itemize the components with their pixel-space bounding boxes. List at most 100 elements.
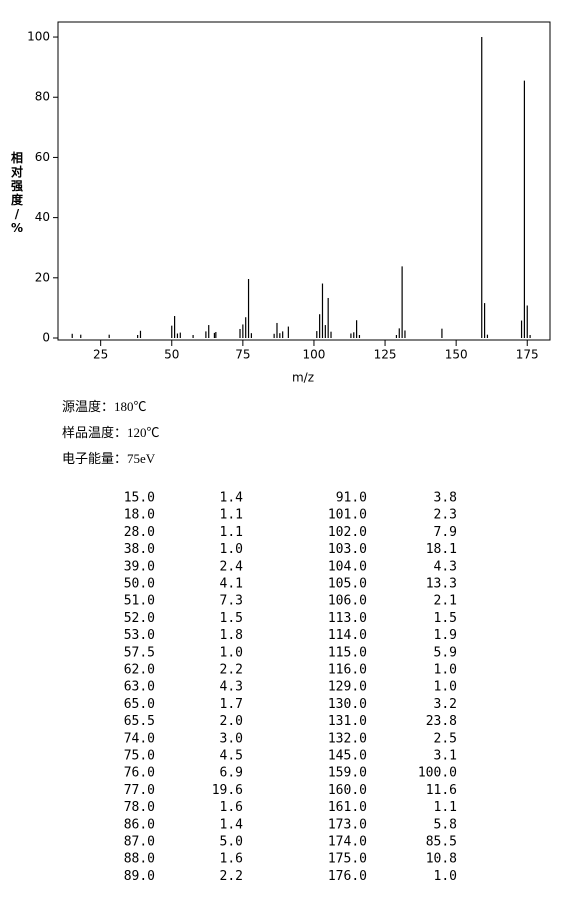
table-cell: 38.0 [124,542,155,557]
y-tick-label: 40 [35,210,50,224]
y-tick-label: 80 [35,90,50,104]
table-cell: 5.0 [220,835,243,850]
table-cell: 102.0 [328,525,367,540]
table-cell: 5.8 [434,817,457,832]
table-cell: 1.6 [220,800,243,815]
table-cell: 86.0 [124,817,155,832]
x-tick-label: 75 [235,348,250,362]
table-cell: 7.3 [220,594,243,609]
table-cell: 4.3 [220,680,243,695]
table-cell: 1.0 [220,542,243,557]
y-axis-label-char: / [15,207,20,221]
y-axis-label-char: 度 [11,192,24,207]
plot-frame [57,21,551,341]
y-axis-label-char: 相 [11,150,23,165]
table-cell: 1.0 [434,663,457,678]
table-cell: 4.5 [220,749,243,764]
table-cell: 18.1 [426,542,457,557]
table-cell: 88.0 [124,852,155,867]
table-cell: 1.1 [220,525,243,540]
table-cell: 113.0 [328,611,367,626]
table-cell: 5.9 [434,645,457,660]
table-cell: 13.3 [426,577,457,592]
table-cell: 53.0 [124,628,155,643]
table-cell: 132.0 [328,731,367,746]
table-cell: 91.0 [336,491,367,506]
table-cell: 160.0 [328,783,367,798]
table-cell: 2.5 [434,731,457,746]
table-cell: 174.0 [328,835,367,850]
table-cell: 1.0 [434,680,457,695]
table-cell: 50.0 [124,577,155,592]
table-cell: 78.0 [124,800,155,815]
table-cell: 175.0 [328,852,367,867]
x-axis-label: m/z [292,371,314,385]
table-cell: 131.0 [328,714,367,729]
x-tick-label: 50 [164,348,179,362]
table-cell: 4.1 [220,577,243,592]
table-cell: 76.0 [124,766,155,781]
table-cell: 173.0 [328,817,367,832]
table-cell: 15.0 [124,491,155,506]
table-cell: 1.6 [220,852,243,867]
y-axis-label-char: 对 [11,164,23,179]
table-cell: 129.0 [328,680,367,695]
table-cell: 114.0 [328,628,367,643]
info-line: 样品温度：120℃ [62,425,160,440]
table-cell: 39.0 [124,559,155,574]
table-cell: 18.0 [124,508,155,523]
table-cell: 63.0 [124,680,155,695]
table-cell: 62.0 [124,663,155,678]
table-cell: 3.1 [434,749,457,764]
table-cell: 74.0 [124,731,155,746]
y-tick-label: 20 [35,270,50,284]
table-cell: 104.0 [328,559,367,574]
table-cell: 3.0 [220,731,243,746]
table-cell: 10.8 [426,852,457,867]
table-cell: 116.0 [328,663,367,678]
table-cell: 28.0 [124,525,155,540]
y-axis-label-char: % [11,221,23,235]
table-cell: 1.1 [220,508,243,523]
table-cell: 2.1 [434,594,457,609]
table-cell: 87.0 [124,835,155,850]
table-cell: 1.5 [220,611,243,626]
table-cell: 2.0 [220,714,243,729]
table-cell: 65.0 [124,697,155,712]
table-cell: 115.0 [328,645,367,660]
table-cell: 7.9 [434,525,457,540]
table-cell: 2.3 [434,508,457,523]
table-cell: 77.0 [124,783,155,798]
table-cell: 2.2 [220,869,243,884]
y-tick-label: 60 [35,150,50,164]
table-cell: 23.8 [426,714,457,729]
x-tick-label: 175 [516,348,539,362]
table-cell: 1.0 [220,645,243,660]
x-tick-label: 25 [93,348,108,362]
table-cell: 1.5 [434,611,457,626]
table-cell: 130.0 [328,697,367,712]
table-cell: 11.6 [426,783,457,798]
table-cell: 103.0 [328,542,367,557]
table-cell: 75.0 [124,749,155,764]
x-tick-label: 100 [303,348,326,362]
y-tick-label: 0 [42,331,50,345]
table-cell: 1.1 [434,800,457,815]
table-cell: 3.8 [434,491,457,506]
table-cell: 6.9 [220,766,243,781]
y-axis-label-char: 强 [11,179,23,193]
table-cell: 2.4 [220,559,244,574]
table-cell: 19.6 [212,783,243,798]
y-axis-label: 相对强度/% [11,150,24,235]
table-cell: 159.0 [328,766,367,781]
table-cell: 2.2 [220,663,243,678]
table-cell: 106.0 [328,594,367,609]
table-cell: 100.0 [418,766,457,781]
table-cell: 1.8 [220,628,243,643]
table-cell: 57.5 [124,645,155,660]
table-cell: 52.0 [124,611,155,626]
table-cell: 1.9 [434,628,457,643]
x-tick-label: 150 [445,348,468,362]
